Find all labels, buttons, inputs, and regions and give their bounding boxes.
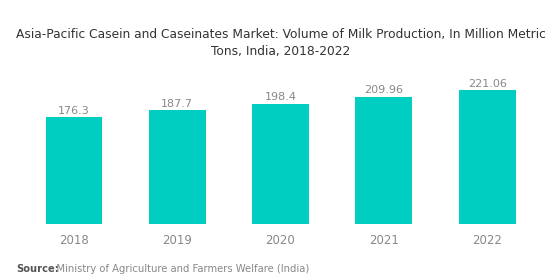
Bar (46, 117, 102, 224)
Text: 198.4: 198.4 (265, 92, 296, 102)
Bar (355, 97, 412, 224)
Text: 221.06: 221.06 (468, 79, 507, 89)
Bar (149, 111, 206, 224)
Title: Asia-Pacific Casein and Caseinates Market: Volume of Milk Production, In Million: Asia-Pacific Casein and Caseinates Marke… (15, 28, 546, 58)
Bar (459, 90, 515, 224)
Text: Ministry of Agriculture and Farmers Welfare (India): Ministry of Agriculture and Farmers Welf… (47, 264, 309, 274)
Bar (252, 104, 309, 224)
Text: 176.3: 176.3 (58, 106, 90, 116)
Text: 209.96: 209.96 (364, 85, 403, 95)
Text: Source:: Source: (16, 264, 59, 274)
Text: 187.7: 187.7 (161, 99, 193, 109)
